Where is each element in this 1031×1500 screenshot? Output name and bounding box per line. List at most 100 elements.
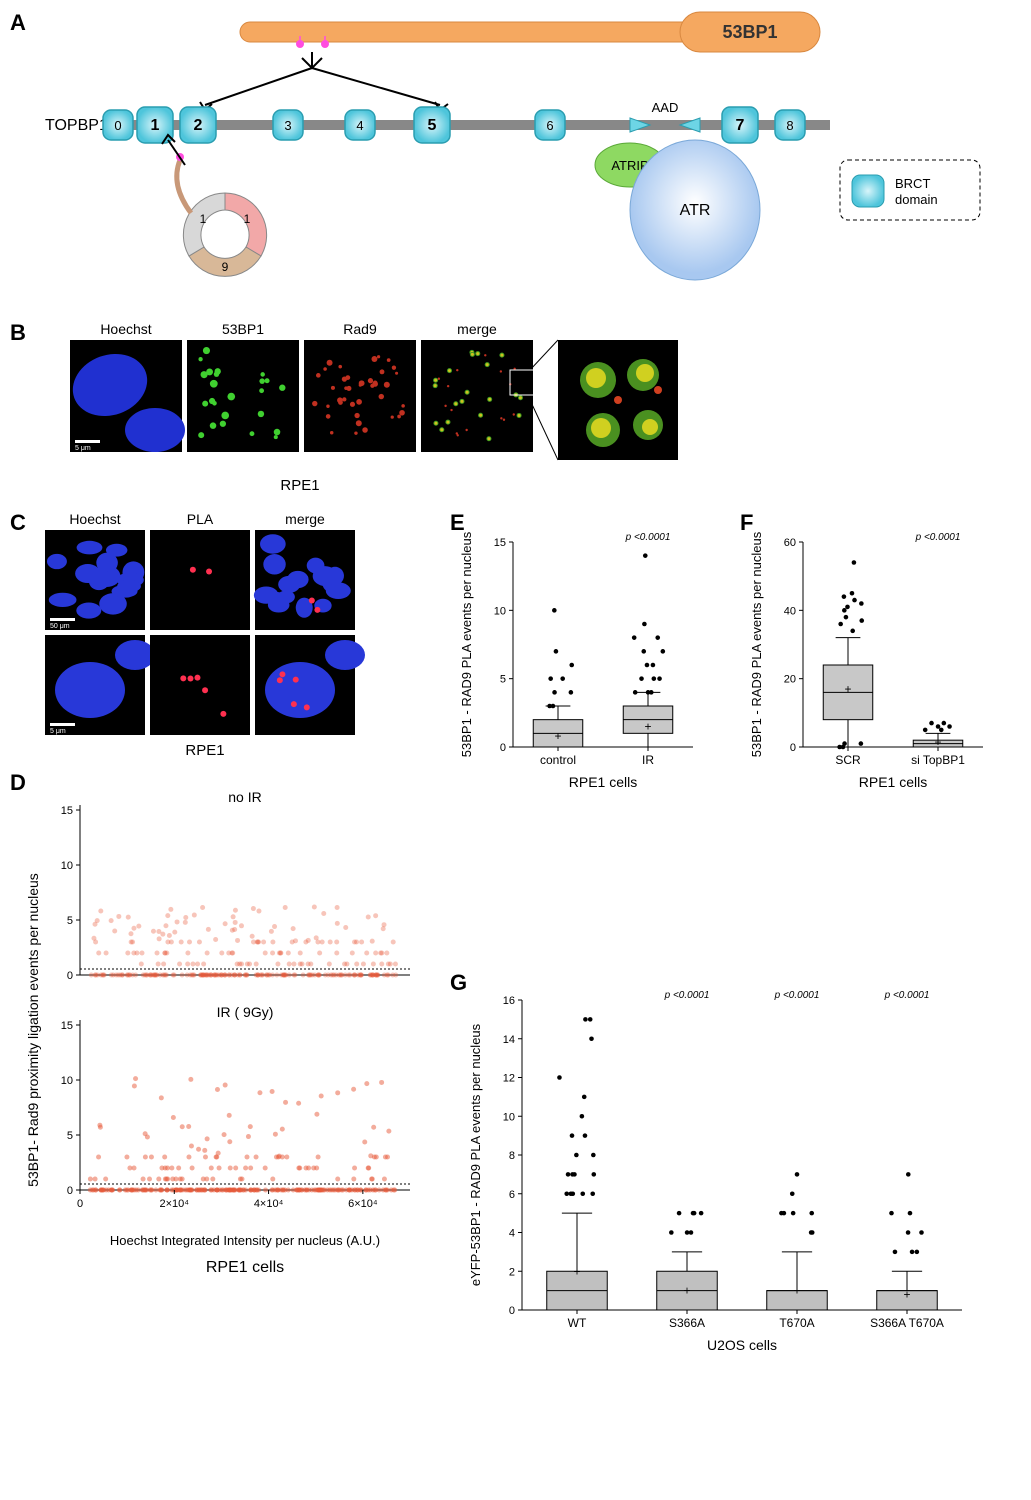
svg-text:4: 4 bbox=[356, 118, 363, 133]
svg-text:SCR: SCR bbox=[835, 753, 861, 767]
svg-text:+: + bbox=[683, 1284, 690, 1298]
svg-text:53BP1: 53BP1 bbox=[222, 321, 264, 337]
svg-text:1: 1 bbox=[244, 212, 251, 226]
svg-text:S366A T670A: S366A T670A bbox=[870, 1316, 944, 1330]
svg-text:BRCT: BRCT bbox=[895, 176, 930, 191]
svg-text:p <0.0001: p <0.0001 bbox=[625, 532, 671, 543]
svg-text:16: 16 bbox=[503, 995, 515, 1007]
svg-text:10: 10 bbox=[61, 860, 73, 872]
svg-text:merge: merge bbox=[457, 321, 497, 337]
svg-text:0: 0 bbox=[509, 1305, 515, 1317]
svg-text:RPE1 cells: RPE1 cells bbox=[206, 1259, 284, 1276]
svg-text:60: 60 bbox=[784, 537, 796, 549]
svg-text:+: + bbox=[793, 1284, 800, 1298]
svg-text:6: 6 bbox=[509, 1189, 515, 1201]
svg-text:1: 1 bbox=[151, 117, 160, 134]
svg-text:merge: merge bbox=[285, 511, 325, 527]
svg-text:10: 10 bbox=[494, 605, 506, 617]
panel-f-chart: 53BP1 - RAD9 PLA events per nucleus 0 20 40… bbox=[745, 530, 1015, 810]
svg-text:5: 5 bbox=[428, 117, 437, 134]
svg-text:+: + bbox=[934, 735, 941, 749]
svg-text:ATR: ATR bbox=[680, 202, 711, 219]
svg-text:15: 15 bbox=[494, 537, 506, 549]
svg-text:4×10⁴: 4×10⁴ bbox=[254, 1198, 284, 1210]
svg-text:10: 10 bbox=[503, 1111, 515, 1123]
svg-text:p <0.0001: p <0.0001 bbox=[774, 990, 820, 1001]
svg-text:RPE1: RPE1 bbox=[185, 742, 224, 759]
panel-d-chart: 53BP1- Rad9 proximity ligation events pe… bbox=[20, 780, 430, 1280]
svg-text:domain: domain bbox=[895, 192, 938, 207]
svg-text:+: + bbox=[573, 1264, 580, 1278]
svg-text:AAD: AAD bbox=[652, 100, 679, 115]
panel-b-images: Hoechst 53BP1 Rad9 merge 5 μm RPE1 bbox=[70, 320, 710, 500]
svg-text:10: 10 bbox=[61, 1075, 73, 1087]
svg-text:si TopBP1: si TopBP1 bbox=[911, 753, 965, 767]
svg-text:53BP1 - RAD9 PLA events per nu: 53BP1 - RAD9 PLA events per nucleus bbox=[749, 531, 764, 757]
svg-text:0: 0 bbox=[67, 970, 73, 982]
panel-a-diagram: 53BP1 TOPBP1 012345678 AAD ATRIP ATR BRC… bbox=[40, 10, 1010, 310]
svg-text:p <0.0001: p <0.0001 bbox=[884, 990, 930, 1001]
panel-g-chart: eYFP-53BP1 - RAD9 PLA events per nucleus… bbox=[460, 985, 1010, 1385]
svg-text:3: 3 bbox=[284, 118, 291, 133]
svg-text:12: 12 bbox=[503, 1073, 515, 1085]
svg-text:0: 0 bbox=[77, 1198, 83, 1210]
svg-text:8: 8 bbox=[786, 118, 793, 133]
svg-text:53BP1: 53BP1 bbox=[722, 22, 777, 42]
svg-text:5: 5 bbox=[500, 674, 506, 686]
svg-text:53BP1 - RAD9 PLA events per nu: 53BP1 - RAD9 PLA events per nucleus bbox=[459, 531, 474, 757]
svg-text:+: + bbox=[554, 729, 561, 743]
svg-text:5 μm: 5 μm bbox=[50, 728, 66, 735]
panel-e-chart: 53BP1 - RAD9 PLA events per nucleus 0 5 10 1… bbox=[455, 530, 725, 810]
svg-text:U2OS cells: U2OS cells bbox=[707, 1337, 777, 1353]
panel-b-label: B bbox=[10, 320, 26, 346]
svg-text:no IR: no IR bbox=[228, 789, 261, 805]
svg-text:15: 15 bbox=[61, 1020, 73, 1032]
svg-text:WT: WT bbox=[568, 1316, 587, 1330]
panel-c-label: C bbox=[10, 510, 26, 536]
panel-c-images: Hoechst PLA merge 50 μm 5 μm RPE1 bbox=[45, 510, 395, 765]
svg-text:IR ( 9Gy): IR ( 9Gy) bbox=[217, 1004, 274, 1020]
svg-text:1: 1 bbox=[200, 212, 207, 226]
svg-text:PLA: PLA bbox=[187, 511, 214, 527]
svg-text:53BP1- Rad9 proximity ligation: 53BP1- Rad9 proximity ligation events pe… bbox=[25, 873, 41, 1187]
svg-text:5: 5 bbox=[67, 1130, 73, 1142]
svg-text:Hoechst: Hoechst bbox=[100, 321, 151, 337]
svg-text:RPE1 cells: RPE1 cells bbox=[859, 774, 927, 790]
svg-text:20: 20 bbox=[784, 674, 796, 686]
svg-text:control: control bbox=[540, 753, 576, 767]
svg-text:50 μm: 50 μm bbox=[50, 623, 70, 630]
svg-text:0: 0 bbox=[790, 742, 796, 754]
svg-text:+: + bbox=[644, 720, 651, 734]
svg-text:RPE1: RPE1 bbox=[280, 477, 319, 494]
svg-text:9: 9 bbox=[222, 260, 229, 274]
svg-text:5: 5 bbox=[67, 915, 73, 927]
svg-text:p <0.0001: p <0.0001 bbox=[664, 990, 710, 1001]
svg-text:8: 8 bbox=[509, 1150, 515, 1162]
svg-text:0: 0 bbox=[67, 1185, 73, 1197]
svg-text:4: 4 bbox=[509, 1228, 515, 1240]
svg-text:6×10⁴: 6×10⁴ bbox=[348, 1198, 378, 1210]
svg-text:14: 14 bbox=[503, 1034, 515, 1046]
svg-text:15: 15 bbox=[61, 805, 73, 817]
svg-text:TOPBP1: TOPBP1 bbox=[45, 117, 108, 134]
svg-text:p <0.0001: p <0.0001 bbox=[915, 532, 961, 543]
panel-a-label: A bbox=[10, 10, 26, 36]
svg-text:RPE1 cells: RPE1 cells bbox=[569, 774, 637, 790]
svg-text:S366A: S366A bbox=[669, 1316, 705, 1330]
svg-text:0: 0 bbox=[114, 118, 121, 133]
svg-text:eYFP-53BP1 - RAD9 PLA events p: eYFP-53BP1 - RAD9 PLA events per nucleus bbox=[468, 1023, 483, 1286]
svg-text:2: 2 bbox=[509, 1266, 515, 1278]
svg-text:Hoechst Integrated Intensity p: Hoechst Integrated Intensity per nucleus… bbox=[110, 1233, 380, 1248]
svg-text:Hoechst: Hoechst bbox=[69, 511, 120, 527]
svg-text:6: 6 bbox=[546, 118, 553, 133]
svg-text:40: 40 bbox=[784, 605, 796, 617]
svg-text:T670A: T670A bbox=[779, 1316, 814, 1330]
svg-text:Rad9: Rad9 bbox=[343, 321, 377, 337]
svg-text:IR: IR bbox=[642, 753, 654, 767]
svg-text:5 μm: 5 μm bbox=[75, 445, 91, 452]
svg-text:0: 0 bbox=[500, 742, 506, 754]
svg-text:+: + bbox=[903, 1288, 910, 1302]
svg-text:2: 2 bbox=[194, 117, 203, 134]
svg-text:+: + bbox=[844, 682, 851, 696]
svg-text:7: 7 bbox=[736, 117, 745, 134]
